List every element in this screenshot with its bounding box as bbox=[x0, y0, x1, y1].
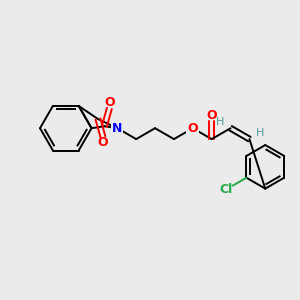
Text: O: O bbox=[188, 122, 198, 135]
Text: H: H bbox=[216, 117, 224, 127]
Text: O: O bbox=[206, 109, 217, 122]
Text: N: N bbox=[112, 122, 122, 135]
Text: H: H bbox=[256, 128, 264, 138]
Text: Cl: Cl bbox=[219, 183, 232, 196]
Text: O: O bbox=[104, 96, 115, 109]
Text: O: O bbox=[98, 136, 108, 149]
